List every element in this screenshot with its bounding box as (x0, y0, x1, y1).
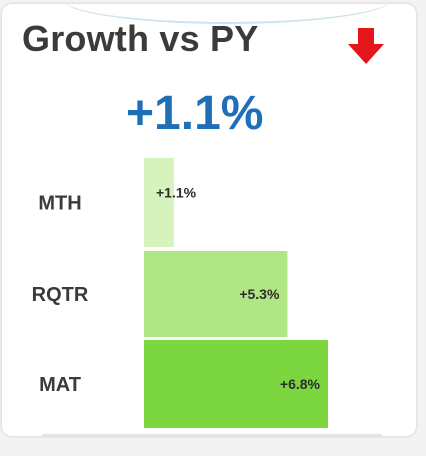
bar-mat (144, 340, 328, 428)
bar-rqtr (144, 251, 288, 337)
bottom-divider (42, 434, 382, 436)
data-label-mth: +1.1% (156, 185, 197, 201)
category-label-mat: MAT (39, 374, 81, 396)
category-label-rqtr: RQTR (32, 284, 89, 306)
growth-bar-chart: MTH +1.1% RQTR +5.3% MAT +6.8% (32, 158, 328, 428)
card-title: Growth vs PY (22, 18, 259, 59)
growth-card: Growth vs PY +1.1% MTH +1.1% RQTR +5.3% MAT +… (2, 4, 416, 436)
category-label-mth: MTH (38, 193, 81, 215)
headline-value: +1.1% (126, 87, 264, 140)
data-label-rqtr: +5.3% (239, 286, 280, 302)
arrow-down-icon (348, 28, 384, 64)
data-label-mat: +6.8% (280, 376, 321, 392)
bar-mth (144, 158, 174, 247)
card-top-accent (62, 4, 392, 24)
